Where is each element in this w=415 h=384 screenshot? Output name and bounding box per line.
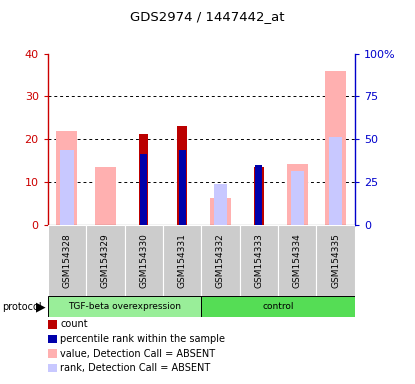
Text: percentile rank within the sample: percentile rank within the sample	[60, 334, 225, 344]
Bar	[240, 225, 278, 296]
Bar	[139, 134, 149, 225]
Bar	[210, 198, 231, 225]
Text: GSM154329: GSM154329	[101, 233, 110, 288]
Bar	[48, 225, 86, 296]
Text: GDS2974 / 1447442_at: GDS2974 / 1447442_at	[130, 10, 285, 23]
Text: count: count	[60, 319, 88, 329]
Text: GSM154335: GSM154335	[331, 233, 340, 288]
Bar	[86, 225, 124, 296]
Bar	[287, 164, 308, 225]
Bar	[140, 154, 147, 225]
Bar	[325, 71, 346, 225]
Bar	[254, 167, 264, 225]
Text: protocol: protocol	[2, 302, 42, 312]
Text: GSM154328: GSM154328	[62, 233, 71, 288]
Text: GSM154331: GSM154331	[178, 233, 187, 288]
Text: GSM154332: GSM154332	[216, 233, 225, 288]
Text: ▶: ▶	[36, 301, 46, 314]
Text: value, Detection Call = ABSENT: value, Detection Call = ABSENT	[60, 349, 215, 359]
Bar	[201, 296, 355, 317]
Text: GSM154333: GSM154333	[254, 233, 264, 288]
Bar	[56, 131, 78, 225]
Bar	[163, 225, 201, 296]
Bar	[278, 225, 317, 296]
Bar	[95, 167, 116, 225]
Text: GSM154330: GSM154330	[139, 233, 148, 288]
Bar	[255, 165, 262, 225]
Bar	[316, 225, 355, 296]
Bar	[290, 171, 304, 225]
Bar	[177, 126, 187, 225]
Text: GSM154334: GSM154334	[293, 233, 302, 288]
Text: TGF-beta overexpression: TGF-beta overexpression	[68, 302, 181, 311]
Bar	[201, 225, 240, 296]
Bar	[60, 150, 73, 225]
Bar	[178, 150, 186, 225]
Bar	[124, 225, 163, 296]
Bar	[329, 137, 342, 225]
Text: control: control	[262, 302, 294, 311]
Bar	[214, 184, 227, 225]
Text: rank, Detection Call = ABSENT: rank, Detection Call = ABSENT	[60, 363, 210, 373]
Bar	[48, 296, 201, 317]
